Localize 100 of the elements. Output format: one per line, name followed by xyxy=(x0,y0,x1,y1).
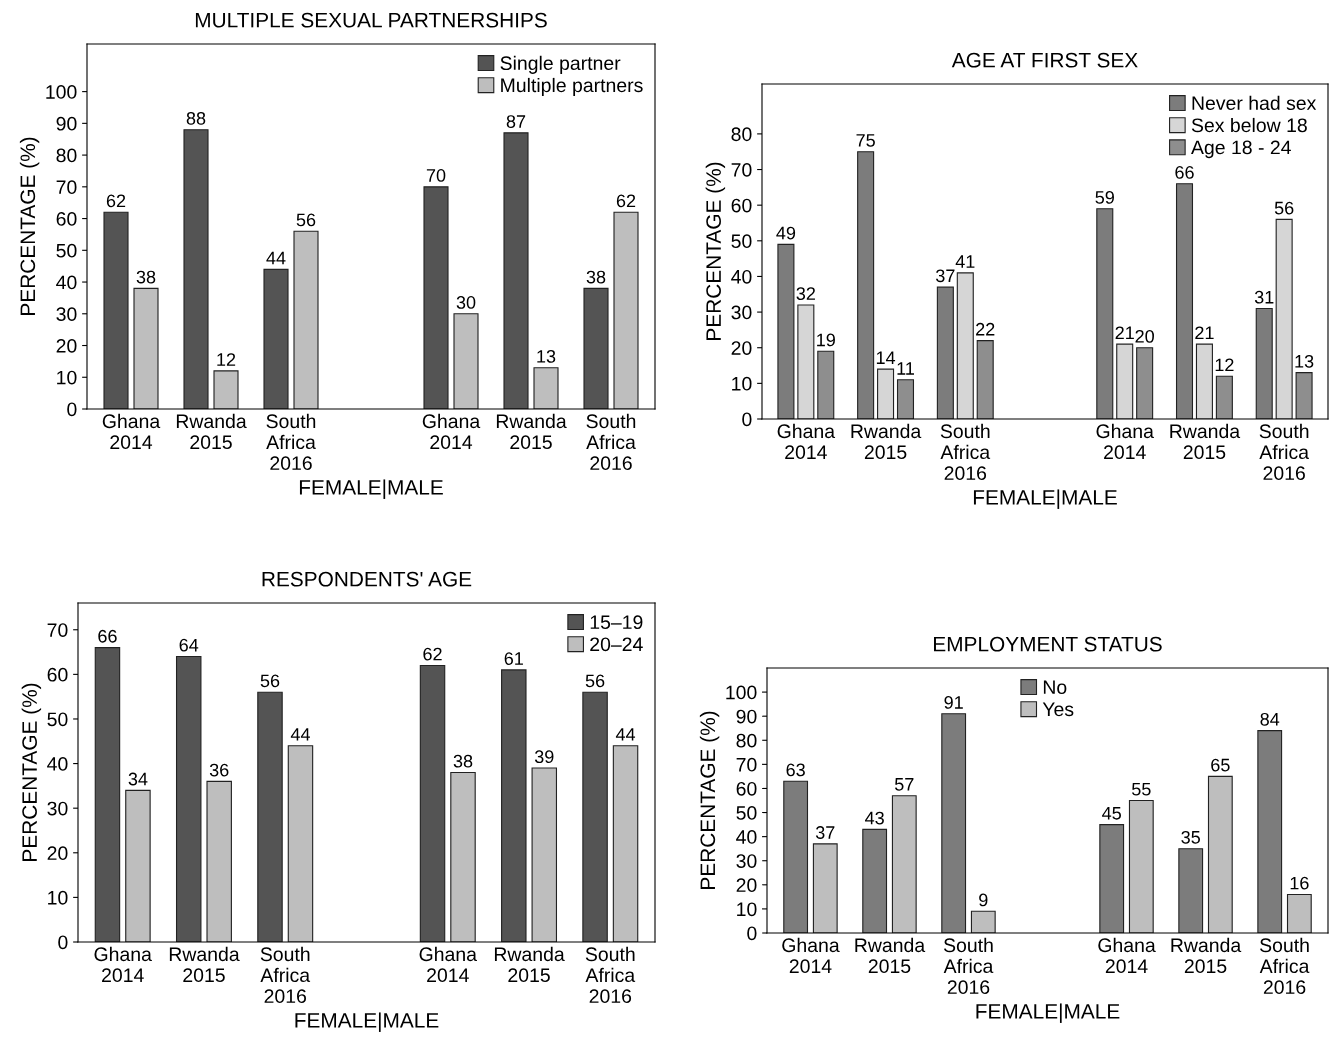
bar xyxy=(896,379,915,419)
x-axis-title: FEMALE|MALE xyxy=(976,1003,1120,1023)
bar xyxy=(877,368,895,419)
y-tick-label: 0 xyxy=(742,412,752,427)
data-label: 44 xyxy=(290,728,310,741)
bar xyxy=(613,211,639,409)
bar xyxy=(783,780,809,933)
data-label: 65 xyxy=(1211,758,1230,772)
x-tick-label: Rwanda 2015 xyxy=(851,423,922,460)
data-label: 19 xyxy=(817,333,835,347)
data-label: 44 xyxy=(615,728,636,741)
bar xyxy=(133,287,159,409)
y-axis-title: PERCENTAGE (%) xyxy=(19,137,40,315)
data-label: 11 xyxy=(897,362,914,375)
data-label: 91 xyxy=(944,696,963,709)
chart-title: AGE AT FIRST SEX xyxy=(951,52,1138,68)
bar xyxy=(936,286,954,419)
y-tick-label: 100 xyxy=(726,685,757,700)
x-tick-label: South Africa 2016 xyxy=(943,937,994,995)
y-tick-label: 0 xyxy=(67,402,77,417)
data-label: 41 xyxy=(955,255,975,268)
bar xyxy=(777,243,795,419)
x-tick-label: Rwanda 2015 xyxy=(496,413,567,450)
bar xyxy=(1136,347,1154,419)
y-tick-label: 50 xyxy=(736,806,757,820)
bar xyxy=(1275,218,1293,419)
bar xyxy=(582,691,608,942)
x-axis-title: FEMALE|MALE xyxy=(973,489,1117,509)
x-tick-label: South Africa 2016 xyxy=(1259,937,1310,995)
y-tick-label: 0 xyxy=(58,935,68,950)
data-label: 44 xyxy=(266,251,286,265)
y-tick-label: 10 xyxy=(732,376,752,391)
x-axis-title: FEMALE|MALE xyxy=(295,1012,439,1032)
bar xyxy=(1255,307,1273,419)
data-label: 62 xyxy=(106,194,126,208)
x-tick-label: Ghana 2014 xyxy=(422,413,481,450)
data-label: 38 xyxy=(586,270,606,284)
y-tick-label: 80 xyxy=(736,733,757,748)
bar xyxy=(263,268,289,409)
y-tick-label: 70 xyxy=(736,757,757,772)
y-tick-label: 10 xyxy=(737,902,757,917)
x-tick-label: South Africa 2016 xyxy=(585,946,636,1004)
y-tick-label: 100 xyxy=(46,85,77,99)
data-label: 38 xyxy=(453,754,473,768)
data-label: 62 xyxy=(423,647,442,661)
legend-label: Yes xyxy=(1042,702,1074,717)
y-axis-title: PERCENTAGE (%) xyxy=(705,162,726,340)
data-label: 21 xyxy=(1195,326,1214,340)
y-tick-label: 90 xyxy=(56,116,77,131)
y-tick-label: 60 xyxy=(736,781,757,796)
bar xyxy=(1286,893,1312,933)
bar xyxy=(419,664,446,942)
y-tick-label: 20 xyxy=(736,878,757,893)
y-tick-label: 30 xyxy=(736,854,757,868)
x-tick-label: Ghana 2014 xyxy=(94,946,152,983)
x-tick-label: Rwanda 2015 xyxy=(1171,937,1242,974)
data-label: 64 xyxy=(179,638,199,652)
y-tick-label: 90 xyxy=(736,709,757,724)
y-tick-label: 50 xyxy=(47,712,68,727)
bar xyxy=(1257,730,1283,933)
data-label: 75 xyxy=(856,134,875,147)
y-tick-label: 40 xyxy=(731,269,752,284)
data-label: 37 xyxy=(936,269,955,283)
data-label: 9 xyxy=(979,893,988,907)
y-axis-title: PERCENTAGE (%) xyxy=(699,711,720,889)
x-tick-label: Rwanda 2015 xyxy=(855,937,926,974)
y-tick-label: 30 xyxy=(47,801,68,816)
x-tick-label: Rwanda 2015 xyxy=(176,413,247,450)
bar xyxy=(453,313,479,409)
x-tick-label: Rwanda 2015 xyxy=(1170,423,1241,460)
bar xyxy=(1096,208,1114,419)
x-tick-label: Rwanda 2015 xyxy=(494,946,565,983)
bar xyxy=(103,211,129,409)
chart-title: EMPLOYMENT STATUS xyxy=(934,636,1162,652)
x-tick-label: Ghana 2014 xyxy=(1098,937,1156,974)
y-tick-label: 80 xyxy=(56,148,77,163)
y-tick-label: 0 xyxy=(747,926,757,941)
data-label: 43 xyxy=(865,811,884,825)
data-label: 20 xyxy=(1135,329,1154,343)
legend-label: Multiple partners xyxy=(501,77,643,97)
bar xyxy=(583,287,609,409)
data-label: 14 xyxy=(876,351,896,364)
y-tick-label: 10 xyxy=(48,890,68,905)
data-label: 16 xyxy=(1290,876,1309,890)
data-label: 57 xyxy=(894,778,914,791)
legend-label: Never had sex xyxy=(1192,95,1317,111)
x-tick-label: South Africa 2016 xyxy=(940,423,991,481)
bar xyxy=(1195,343,1213,419)
bar xyxy=(1175,183,1194,419)
data-label: 56 xyxy=(296,213,316,227)
bar xyxy=(1128,799,1154,933)
data-label: 62 xyxy=(616,194,636,208)
y-tick-label: 60 xyxy=(56,212,77,226)
data-label: 56 xyxy=(260,674,280,688)
data-label: 13 xyxy=(1295,354,1314,368)
data-label: 35 xyxy=(1181,830,1200,844)
bar xyxy=(612,745,639,942)
y-tick-label: 50 xyxy=(731,234,752,249)
bar xyxy=(862,828,888,933)
bar xyxy=(125,789,151,942)
